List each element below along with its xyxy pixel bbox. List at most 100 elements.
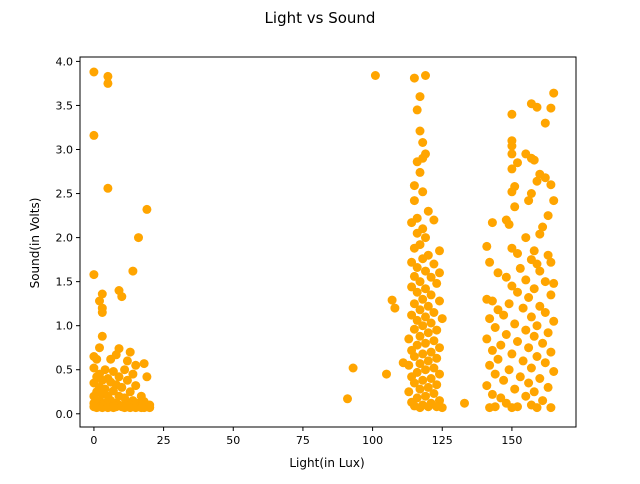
x-tick-label: 100 (362, 434, 383, 447)
data-point (412, 157, 422, 167)
data-point (490, 369, 500, 379)
data-point (437, 314, 447, 324)
y-tick-label: 1.5 (56, 276, 74, 289)
data-point (535, 266, 545, 276)
data-point (543, 211, 553, 221)
y-axis-ticks: 0.0 0.5 1.0 1.5 2.0 2.5 3.0 3.5 4.0 (56, 55, 80, 421)
x-tick-label: 25 (157, 434, 171, 447)
data-point (125, 347, 135, 357)
y-tick-label: 2.0 (56, 232, 74, 245)
y-tick-label: 0.0 (56, 408, 74, 421)
data-point (507, 349, 517, 359)
data-point (429, 259, 439, 269)
data-point (117, 292, 127, 302)
data-point (518, 356, 528, 366)
data-point (97, 308, 107, 317)
data-point (529, 246, 539, 256)
data-point (412, 287, 422, 297)
data-point (128, 266, 138, 276)
data-point (108, 403, 118, 413)
data-point (482, 381, 492, 391)
y-tick-label: 1.0 (56, 320, 74, 333)
data-point (535, 301, 545, 311)
data-point (418, 349, 428, 359)
data-point (423, 206, 433, 216)
data-point (501, 330, 511, 339)
data-point (518, 303, 528, 313)
data-point (521, 391, 531, 401)
x-tick-label: 0 (90, 434, 97, 447)
data-point (435, 369, 444, 379)
data-point (97, 289, 107, 299)
data-point (409, 196, 419, 206)
data-point (421, 365, 430, 375)
data-point (343, 394, 352, 404)
data-point (546, 257, 556, 267)
plot-area (89, 67, 559, 413)
data-point (521, 275, 531, 285)
data-point (412, 263, 422, 272)
data-point (460, 398, 469, 408)
x-axis-label: Light(in Lux) (289, 456, 364, 470)
x-tick-label: 125 (432, 434, 453, 447)
data-point (524, 293, 534, 302)
data-point (421, 312, 430, 322)
y-tick-label: 4.0 (56, 55, 74, 68)
data-point (348, 363, 358, 373)
data-point (549, 196, 559, 206)
data-point (532, 259, 542, 269)
x-tick-label: 150 (501, 434, 522, 447)
data-point (515, 372, 525, 382)
data-point (521, 233, 531, 243)
data-point (108, 367, 118, 376)
data-point (549, 278, 559, 288)
data-point (423, 328, 433, 338)
data-point (409, 73, 419, 83)
data-point (432, 380, 442, 390)
data-point (103, 183, 113, 193)
data-point (529, 387, 539, 397)
data-point (513, 249, 522, 258)
data-point (507, 187, 517, 197)
data-point (415, 126, 425, 136)
data-point (106, 354, 116, 364)
data-point (546, 290, 556, 300)
data-point (513, 158, 522, 168)
data-point (426, 318, 436, 328)
data-point (493, 305, 503, 315)
data-point (145, 403, 155, 413)
data-point (418, 138, 428, 147)
data-point (546, 180, 556, 190)
y-tick-label: 0.5 (56, 364, 74, 377)
data-point (370, 71, 380, 80)
data-point (529, 284, 539, 294)
data-point (549, 316, 559, 326)
data-point (487, 218, 497, 228)
data-point (89, 130, 99, 140)
data-point (409, 352, 419, 361)
data-point (415, 92, 425, 102)
data-point (122, 356, 132, 366)
data-point (485, 360, 495, 370)
data-point (529, 331, 539, 341)
data-point (501, 272, 511, 282)
data-point (485, 257, 495, 267)
data-point (524, 196, 534, 206)
data-point (538, 396, 548, 406)
data-point (526, 189, 536, 198)
data-point (526, 312, 536, 322)
data-point (426, 374, 436, 383)
data-point (429, 389, 439, 398)
data-point (409, 243, 419, 253)
data-point (540, 173, 550, 183)
data-point (546, 403, 556, 413)
data-point (485, 314, 495, 324)
data-point (532, 352, 542, 361)
data-point (103, 78, 113, 88)
y-tick-label: 3.0 (56, 144, 74, 157)
data-point (532, 321, 542, 331)
data-point (409, 299, 419, 309)
data-point (407, 218, 417, 228)
